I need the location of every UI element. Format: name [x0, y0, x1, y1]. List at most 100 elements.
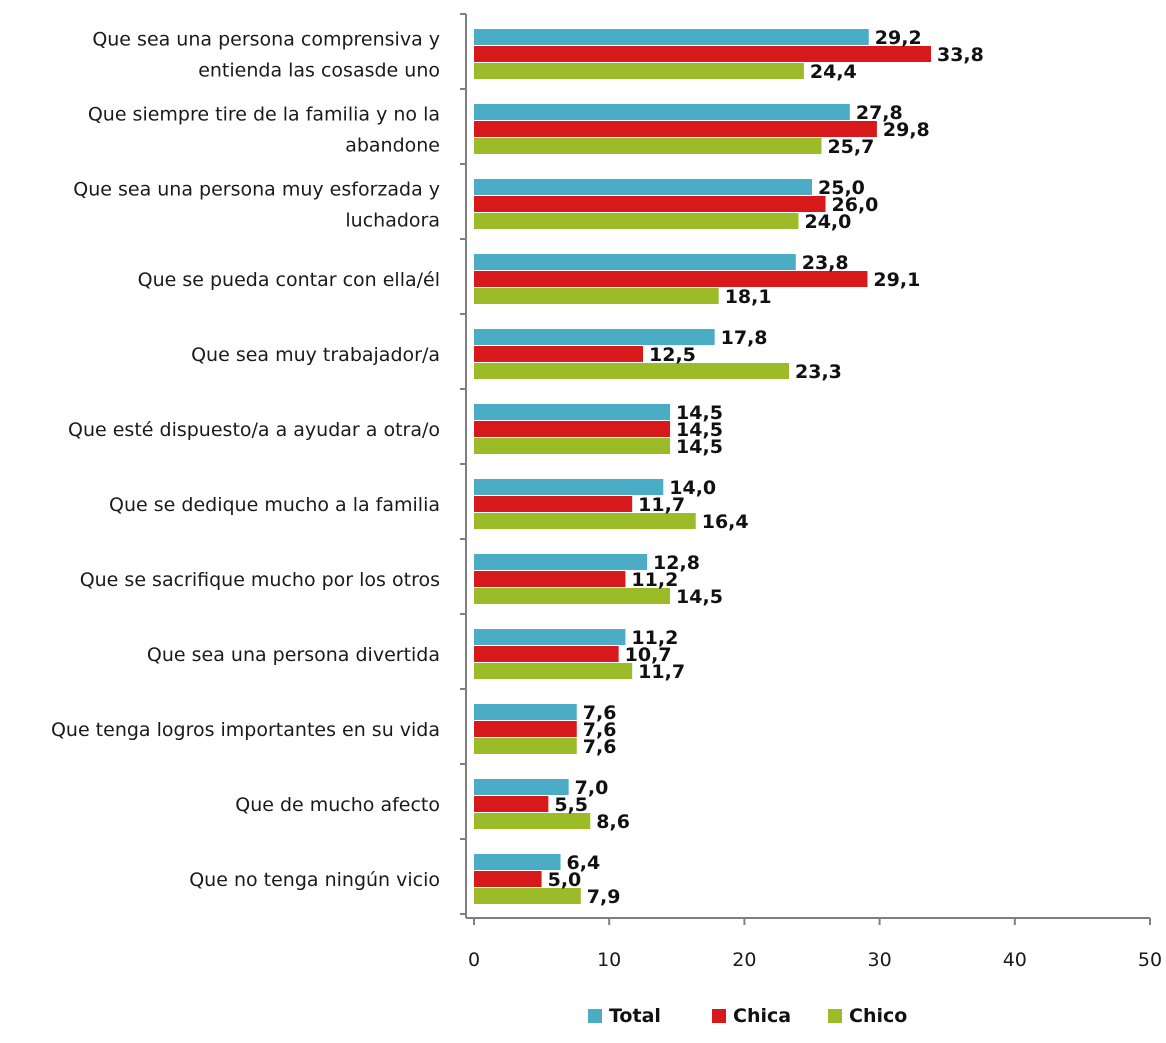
value-label-chica-9: 7,6: [583, 719, 617, 741]
bars-layer: [474, 29, 931, 904]
bar-chica-11: [474, 871, 542, 887]
bar-total-11: [474, 854, 561, 870]
bar-chica-5: [474, 421, 671, 437]
value-label-chico-1: 25,7: [827, 136, 874, 158]
value-label-total-9: 7,6: [583, 702, 617, 724]
value-label-chico-10: 8,6: [596, 811, 630, 833]
category-label-4-line-0: Que sea muy trabajador/a: [191, 344, 440, 366]
axes-layer: 0 10 20 30 40 50: [460, 13, 1162, 971]
bar-chica-8: [474, 646, 619, 662]
bar-chica-10: [474, 796, 549, 812]
value-label-chica-8: 10,7: [625, 644, 672, 666]
value-label-total-6: 14,0: [669, 477, 716, 499]
bar-total-9: [474, 704, 577, 720]
bar-total-10: [474, 779, 569, 795]
bar-chica-0: [474, 46, 931, 62]
value-label-chico-6: 16,4: [702, 511, 749, 533]
value-label-chica-3: 29,1: [873, 269, 920, 291]
value-label-total-0: 29,2: [875, 27, 922, 49]
value-label-chica-1: 29,8: [883, 119, 930, 141]
value-label-chico-8: 11,7: [638, 661, 685, 683]
bar-total-7: [474, 554, 648, 570]
value-label-chico-5: 14,5: [676, 436, 723, 458]
category-label-0-line-1: entienda las cosasde uno: [198, 60, 440, 82]
bar-chica-1: [474, 121, 877, 137]
category-label-0-line-0: Que sea una persona comprensiva y: [92, 29, 440, 51]
value-label-total-3: 23,8: [802, 252, 849, 274]
legend-label-chica: Chica: [733, 1005, 791, 1027]
bar-total-1: [474, 104, 850, 120]
value-label-total-4: 17,8: [721, 327, 768, 349]
value-label-chica-4: 12,5: [649, 344, 696, 366]
value-label-chica-6: 11,7: [638, 494, 685, 516]
value-label-chico-7: 14,5: [676, 586, 723, 608]
bar-total-3: [474, 254, 796, 270]
category-label-1-line-0: Que siempre tire de la familia y no la: [88, 104, 440, 126]
category-labels-layer: Que sea una persona comprensiva y entiend…: [51, 29, 440, 892]
category-label-7-line-0: Que se sacrifique mucho por los otros: [80, 569, 440, 591]
bar-chica-6: [474, 496, 633, 512]
bar-total-4: [474, 329, 715, 345]
legend: Total Chica Chico: [588, 1005, 907, 1027]
value-label-chica-7: 11,2: [631, 569, 678, 591]
bar-chica-9: [474, 721, 577, 737]
value-label-total-7: 12,8: [653, 552, 700, 574]
bar-chico-11: [474, 888, 581, 904]
x-tick-label-50: 50: [1138, 949, 1162, 971]
value-label-total-11: 6,4: [567, 852, 601, 874]
x-tick-label-20: 20: [732, 949, 756, 971]
bar-chica-3: [474, 271, 868, 287]
bar-chico-10: [474, 813, 591, 829]
value-label-chica-11: 5,0: [548, 869, 582, 891]
value-label-chico-0: 24,4: [810, 61, 857, 83]
x-tick-label-10: 10: [597, 949, 621, 971]
value-label-total-10: 7,0: [575, 777, 609, 799]
category-label-9-line-0: Que tenga logros importantes en su vida: [51, 719, 440, 741]
x-tick-label-30: 30: [868, 949, 892, 971]
category-label-6-line-0: Que se dedique mucho a la familia: [109, 494, 440, 516]
bar-chico-7: [474, 588, 671, 604]
bar-total-0: [474, 29, 869, 45]
bar-chica-2: [474, 196, 826, 212]
value-label-chica-2: 26,0: [832, 194, 879, 216]
x-tick-label-40: 40: [1003, 949, 1027, 971]
bar-chico-0: [474, 63, 804, 79]
bar-chico-4: [474, 363, 790, 379]
bar-total-6: [474, 479, 664, 495]
bar-chica-7: [474, 571, 626, 587]
value-label-total-1: 27,8: [856, 102, 903, 124]
bar-total-8: [474, 629, 626, 645]
category-label-1-line-1: abandone: [345, 135, 440, 157]
bar-chico-8: [474, 663, 633, 679]
legend-swatch-total: [588, 1009, 602, 1023]
legend-label-chico: Chico: [849, 1005, 907, 1027]
bar-chico-3: [474, 288, 719, 304]
value-labels-layer: 29,2 33,8 24,4 27,829,8 25,7 25,026,024,0 23,8…: [548, 27, 984, 908]
bar-chica-4: [474, 346, 643, 362]
category-label-2-line-1: luchadora: [345, 210, 440, 232]
legend-swatch-chica: [712, 1009, 726, 1023]
bar-chico-5: [474, 438, 671, 454]
category-label-8-line-0: Que sea una persona divertida: [147, 644, 440, 666]
category-label-3-line-0: Que se pueda contar con ella/él: [138, 269, 440, 291]
value-label-chico-2: 24,0: [804, 211, 851, 233]
value-label-chico-9: 7,6: [583, 736, 617, 758]
bar-total-2: [474, 179, 812, 195]
value-label-chico-3: 18,1: [725, 286, 772, 308]
value-label-chica-5: 14,5: [676, 419, 723, 441]
value-label-chico-11: 7,9: [587, 886, 621, 908]
bar-chico-2: [474, 213, 799, 229]
legend-label-total: Total: [609, 1005, 661, 1027]
category-label-2-line-0: Que sea una persona muy esforzada y: [73, 179, 440, 201]
bar-chico-6: [474, 513, 696, 529]
bar-chico-9: [474, 738, 577, 754]
bar-chico-1: [474, 138, 822, 154]
category-label-5-line-0: Que esté dispuesto/a a ayudar a otra/o: [68, 419, 440, 441]
category-label-10-line-0: Que de mucho afecto: [235, 794, 440, 816]
value-label-chico-4: 23,3: [795, 361, 842, 383]
value-label-total-8: 11,2: [631, 627, 678, 649]
value-label-total-5: 14,5: [676, 402, 723, 424]
legend-swatch-chico: [828, 1009, 842, 1023]
